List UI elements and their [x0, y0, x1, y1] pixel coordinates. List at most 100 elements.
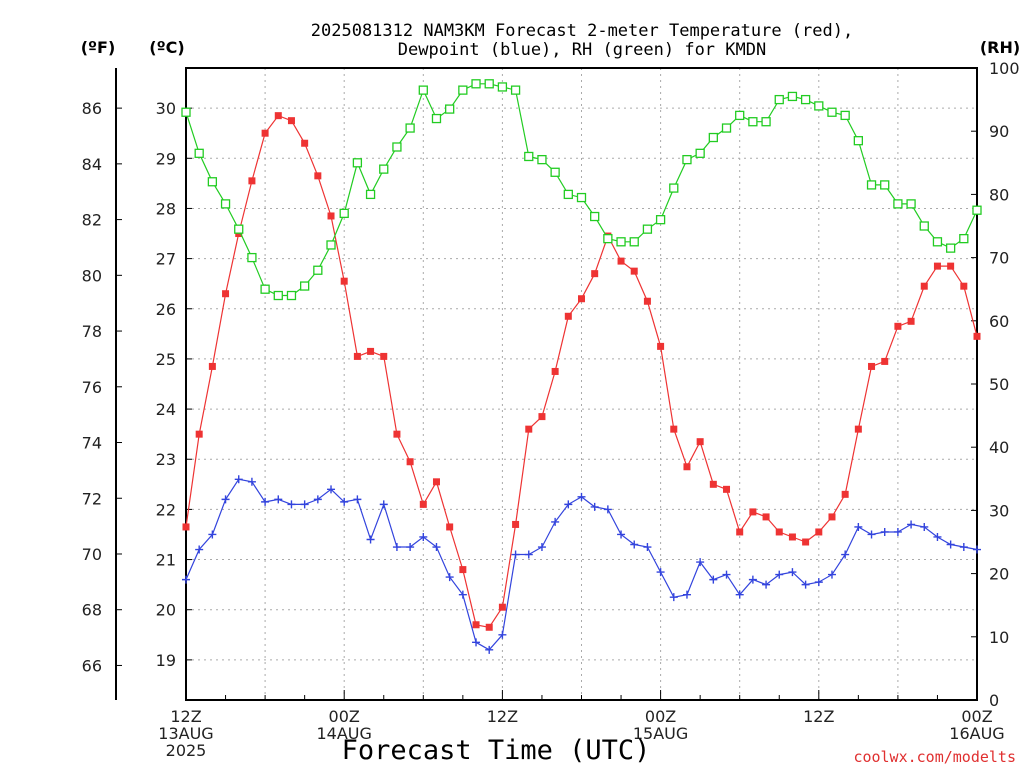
celsius-tick-label: 26	[156, 300, 176, 319]
dew-point	[643, 543, 652, 552]
fahrenheit-tick-label: 68	[82, 601, 102, 620]
temp-point	[538, 413, 546, 421]
fahrenheit-tick-label: 84	[82, 155, 102, 174]
rh-point	[458, 85, 468, 95]
temp-point	[933, 262, 941, 270]
rh-point	[339, 208, 349, 219]
x-tick-label: 00Z	[645, 707, 676, 726]
temp-point	[419, 500, 427, 508]
temp-point	[723, 485, 731, 493]
data-series	[181, 79, 982, 654]
dew-point	[735, 590, 744, 599]
x-tick-label: 15AUG	[633, 724, 688, 743]
rh-point	[761, 117, 771, 127]
dew-point	[551, 517, 560, 526]
rh-point	[880, 180, 890, 190]
temp-point	[432, 478, 440, 486]
rh-point	[972, 205, 982, 215]
rh-point	[827, 107, 837, 117]
fahrenheit-tick-label: 74	[82, 434, 102, 453]
celsius-tick-label: 20	[156, 601, 176, 620]
temp-point	[802, 538, 810, 546]
temp-point	[353, 352, 361, 360]
temp-point	[406, 458, 414, 466]
fahrenheit-tick-label: 72	[82, 489, 102, 508]
temp-point	[894, 322, 902, 330]
rh-point	[207, 177, 218, 187]
fahrenheit-tick-label: 86	[82, 99, 102, 118]
temp-point	[696, 438, 704, 446]
dew-point	[590, 502, 599, 511]
dew-point	[788, 568, 797, 577]
fahrenheit-tick-label: 76	[82, 378, 102, 397]
dew-point	[617, 530, 626, 539]
fahrenheit-axis-label: (ºF)	[81, 38, 116, 57]
rh-point	[471, 79, 481, 89]
temp-point	[630, 267, 638, 275]
temp-point	[459, 566, 467, 574]
temp-point	[868, 362, 876, 370]
celsius-tick-label: 23	[156, 450, 176, 469]
rh-point	[286, 290, 297, 301]
rh-tick-label: 20	[989, 565, 1009, 584]
temp-point	[973, 332, 981, 340]
dew-point	[814, 578, 823, 587]
dew-point	[880, 527, 889, 536]
dew-point	[656, 568, 665, 577]
rh-tick-label: 80	[989, 185, 1009, 204]
celsius-tick-label: 21	[156, 551, 176, 570]
temp-point	[525, 425, 533, 433]
rh-point	[234, 224, 244, 234]
rh-tick-label: 40	[989, 438, 1009, 457]
dew-point	[696, 558, 705, 567]
x-tick-label: 16AUG	[949, 724, 1004, 743]
dew-point	[920, 522, 929, 531]
dew-point	[406, 543, 415, 552]
temp-point	[709, 480, 717, 488]
dew-point	[353, 495, 362, 504]
dew-point	[419, 532, 428, 541]
x-tick-label: 00Z	[329, 707, 360, 726]
dew-point	[669, 593, 678, 602]
dew-point	[933, 532, 942, 541]
rh-point	[906, 199, 916, 209]
rh-point	[655, 215, 666, 225]
temp-point	[485, 623, 493, 631]
temp-point	[551, 367, 559, 375]
rh-point	[840, 110, 850, 121]
rh-point	[181, 107, 191, 117]
rh-point	[247, 252, 257, 263]
dew-point	[722, 570, 731, 579]
rh-point	[932, 237, 943, 247]
rh-point	[866, 180, 877, 190]
fahrenheit-tick-label: 78	[82, 322, 102, 341]
dew-point	[261, 497, 270, 506]
temp-point	[393, 430, 401, 438]
temp-point	[960, 282, 968, 290]
temp-point	[670, 425, 678, 433]
rh-point	[418, 85, 428, 95]
temp-point	[815, 528, 823, 536]
temp-point	[617, 257, 625, 265]
rh-point	[800, 94, 811, 105]
temp-point	[775, 528, 783, 536]
temp-point	[683, 463, 691, 471]
rh-tick-label: 70	[989, 249, 1009, 268]
dew-point	[392, 543, 401, 552]
rh-point	[787, 91, 798, 102]
dew-point	[893, 527, 902, 536]
dew-point	[485, 645, 494, 654]
dew-point	[827, 570, 836, 579]
rh-point	[510, 85, 521, 95]
rh-point	[537, 154, 547, 165]
x-axis-label: Forecast Time (UTC)	[342, 735, 651, 766]
celsius-tick-label: 22	[156, 500, 176, 519]
rh-point	[405, 123, 415, 133]
temp-point	[841, 490, 849, 498]
celsius-tick-label: 30	[156, 99, 176, 118]
dew-point	[498, 630, 507, 639]
temp-point	[195, 430, 203, 438]
rh-point	[853, 136, 863, 146]
temp-point	[301, 139, 309, 147]
